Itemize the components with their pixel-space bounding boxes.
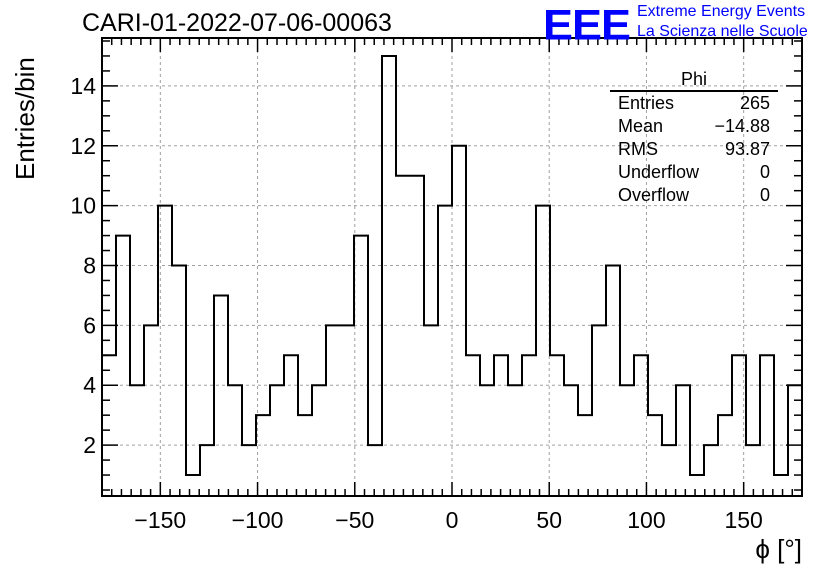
x-tick-label: −100 <box>232 507 284 533</box>
stats-row-rms: RMS 93.87 <box>610 138 778 161</box>
histogram-bin <box>172 266 186 496</box>
histogram-bin <box>606 266 620 496</box>
stats-label: RMS <box>618 139 658 159</box>
x-axis-label: ϕ [°] <box>755 534 802 564</box>
histogram-bin <box>704 445 718 496</box>
histogram-bin <box>242 445 256 496</box>
y-tick-label: 8 <box>83 253 96 279</box>
stats-box: Phi Entries 265 Mean −14.88 RMS 93.87 Un… <box>610 68 778 207</box>
x-tick-label: −50 <box>335 507 374 533</box>
x-tick-label: 150 <box>724 507 762 533</box>
stats-row-mean: Mean −14.88 <box>610 115 778 138</box>
histogram-bin <box>648 415 662 496</box>
stats-value: −14.88 <box>714 116 770 136</box>
histogram-series <box>101 54 803 496</box>
histogram-bin <box>508 385 522 496</box>
histogram-bin <box>438 206 452 496</box>
histogram-bin <box>284 355 298 496</box>
histogram-bin <box>396 176 410 496</box>
x-tick-label: 50 <box>536 507 562 533</box>
histogram-bin <box>130 385 144 496</box>
histogram-bin <box>578 415 592 496</box>
x-tick-label: −150 <box>134 507 186 533</box>
histogram-bin <box>522 355 536 496</box>
histogram-bin <box>410 176 424 496</box>
stats-value: 0 <box>759 185 770 205</box>
stats-label: Entries <box>618 93 675 113</box>
x-tick-label: 0 <box>446 507 459 533</box>
histogram-bin <box>662 445 676 496</box>
x-tick-label: 100 <box>627 507 665 533</box>
histogram-bin <box>494 355 508 496</box>
histogram-bin <box>228 385 242 496</box>
logo-line-2: La Scienza nelle Scuole <box>637 23 808 40</box>
logo-line-1: Extreme Energy Events <box>637 3 806 20</box>
histogram-bin <box>382 56 396 496</box>
histogram-bin <box>760 355 774 496</box>
y-tick-label: 14 <box>70 73 96 99</box>
histogram-bin <box>564 385 578 496</box>
axes <box>101 37 803 497</box>
y-tick-label: 10 <box>70 193 96 219</box>
histogram-bin <box>200 445 214 496</box>
stats-label: Overflow <box>618 185 690 205</box>
eee-logo: EEE <box>543 0 631 49</box>
histogram-bin <box>326 325 340 496</box>
y-tick-label: 6 <box>83 312 96 338</box>
stats-value: 265 <box>739 93 770 113</box>
stats-title: Phi <box>610 68 778 92</box>
histogram-bin <box>424 325 438 496</box>
histogram-bin <box>186 475 200 496</box>
y-tick-label: 12 <box>70 133 96 159</box>
histogram-bin <box>270 385 284 496</box>
stats-value: 0 <box>759 162 770 182</box>
histogram-bin <box>690 475 704 496</box>
stats-label: Underflow <box>618 162 700 182</box>
histogram-bin <box>676 385 690 496</box>
stats-row-overflow: Overflow 0 <box>610 184 778 207</box>
histogram-bin <box>312 385 326 496</box>
histogram-bin <box>298 415 312 496</box>
y-tick-label: 2 <box>83 432 96 458</box>
histogram-bin <box>550 355 564 496</box>
histogram-bin <box>452 146 466 496</box>
histogram-bin <box>774 475 788 496</box>
histogram-bin <box>116 236 130 496</box>
histogram-bin <box>144 325 158 496</box>
histogram-bin <box>634 355 648 496</box>
run-title: CARI-01-2022-07-06-00063 <box>82 9 392 37</box>
stats-label: Mean <box>618 116 664 136</box>
histogram-bin <box>480 385 494 496</box>
y-tick-label: 4 <box>83 372 96 398</box>
histogram-bin <box>592 325 606 496</box>
histogram-bin <box>354 236 368 496</box>
stats-row-entries: Entries 265 <box>610 92 778 115</box>
y-axis-label: Entries/bin <box>10 57 40 180</box>
histogram-bin <box>340 325 354 496</box>
histogram-bin <box>788 385 802 496</box>
histogram-bin <box>368 445 382 496</box>
histogram-bin <box>718 415 732 496</box>
y-tick-labels: 2 4 6 8 10 12 14 <box>70 73 96 458</box>
histogram-bin <box>746 445 760 496</box>
histogram-bin <box>536 206 550 496</box>
histogram-bin <box>466 355 480 496</box>
logo-caption: Extreme Energy Events La Scienza nelle S… <box>637 2 808 42</box>
stats-row-underflow: Underflow 0 <box>610 161 778 184</box>
x-tick-labels: −150 −100 −50 0 50 100 150 <box>134 507 762 533</box>
histogram-outline <box>101 54 803 496</box>
histogram-bin <box>620 385 634 496</box>
stats-value: 93.87 <box>724 139 770 159</box>
